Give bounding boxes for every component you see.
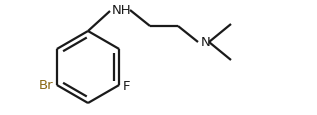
Text: N: N [201, 36, 211, 49]
Text: F: F [123, 80, 131, 93]
Text: Br: Br [39, 79, 54, 92]
Text: NH: NH [112, 4, 132, 17]
